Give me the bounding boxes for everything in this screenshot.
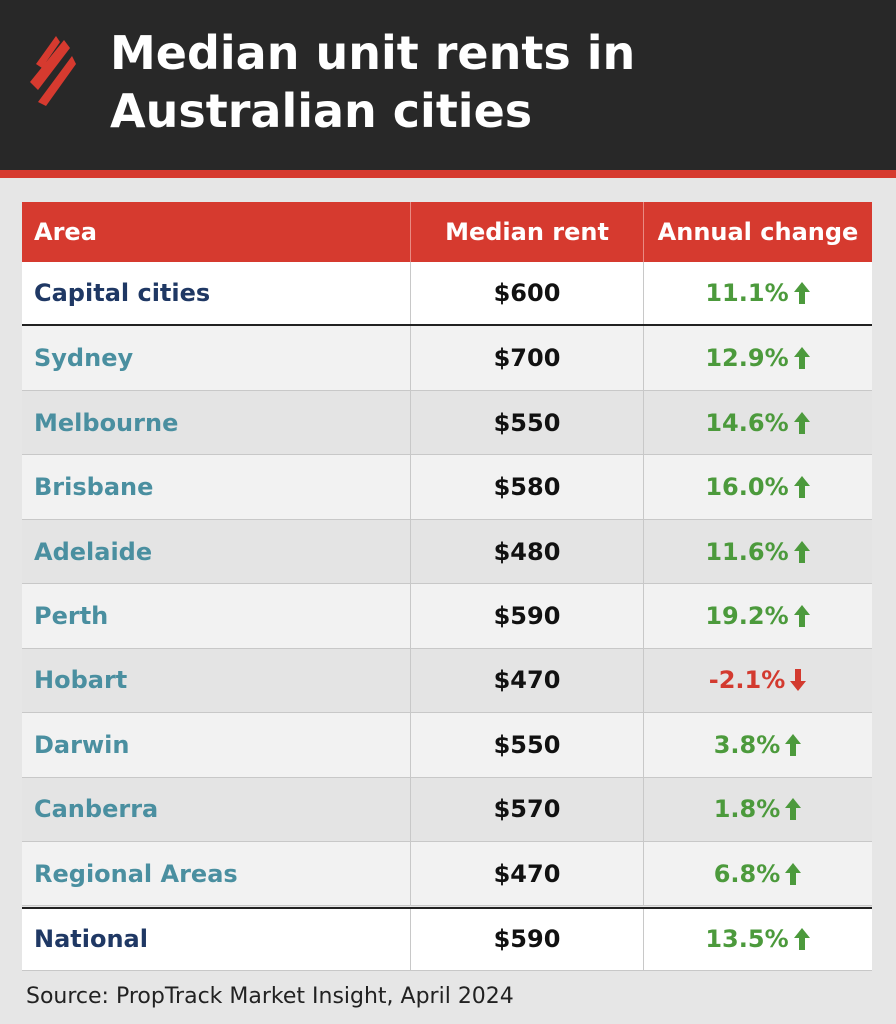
cell-text: 1.8%	[713, 795, 781, 824]
cell-text: $480	[493, 537, 561, 566]
cell-text: 6.8%	[713, 859, 781, 888]
table-row: Regional Areas $470 6.8%	[22, 842, 872, 907]
column-header: Median rent	[410, 202, 643, 262]
table-cell: 6.8%	[643, 842, 872, 906]
cell-text: 13.5%	[705, 925, 789, 954]
cell-text: 14.6%	[705, 408, 789, 437]
change-arrow	[793, 476, 810, 499]
cell-text: 12.9%	[705, 344, 789, 373]
table-cell: $470	[410, 842, 643, 906]
change-arrow	[793, 282, 810, 305]
column-header: Area	[22, 202, 410, 262]
cell-text: $590	[493, 925, 561, 954]
cell-text: Regional Areas	[34, 859, 238, 888]
table-cell: Darwin	[22, 713, 410, 776]
cell-text: Brisbane	[34, 473, 154, 502]
change-arrow	[793, 347, 810, 370]
table-cell: -2.1%	[643, 648, 872, 713]
table-cell: 3.8%	[643, 713, 872, 777]
table-row: Perth $590 19.2%	[22, 584, 872, 649]
table-row: Darwin $550 3.8%	[22, 713, 872, 778]
table-row: Brisbane $580 16.0%	[22, 455, 872, 520]
cell-text: $580	[493, 473, 561, 502]
title: Median unit rents in Australian cities	[110, 26, 636, 138]
change-arrow	[785, 733, 802, 756]
cell-text: Canberra	[34, 795, 159, 824]
header-row: Area Median rent Annual change	[22, 202, 872, 262]
cell-text: 19.2%	[705, 601, 789, 630]
cell-text: Darwin	[34, 730, 130, 759]
cell-text: 11.1%	[705, 279, 789, 308]
table-row: Melbourne $550 14.6%	[22, 390, 872, 456]
table-cell: Canberra	[22, 778, 410, 841]
table-cell: $550	[410, 713, 643, 777]
table-cell: 13.5%	[643, 908, 872, 970]
accent-stripe	[0, 170, 896, 178]
cell-text: $570	[493, 795, 561, 824]
cell-text: -2.1%	[708, 666, 786, 695]
table-cell: 12.9%	[643, 326, 872, 390]
logo	[30, 36, 76, 106]
change-arrow	[785, 862, 802, 885]
cell-text: Perth	[34, 601, 109, 630]
table-row: National $590 13.5%	[22, 906, 872, 971]
table-cell: $590	[410, 908, 643, 970]
table-cell: National	[22, 909, 410, 970]
table-cell: Hobart	[22, 649, 410, 712]
table-cell: $600	[410, 262, 643, 325]
column-header: Annual change	[643, 202, 872, 262]
table-row: Capital cities $600 11.1%	[22, 262, 872, 327]
table-cell: 11.1%	[643, 262, 872, 325]
table-cell: Melbourne	[22, 391, 410, 454]
cell-text: Melbourne	[34, 408, 179, 437]
cell-text: Hobart	[34, 666, 128, 695]
table-cell: $480	[410, 519, 643, 584]
cell-text: National	[34, 925, 148, 954]
cell-text: $550	[493, 408, 561, 437]
table-cell: Capital cities	[22, 262, 410, 324]
table-row: Adelaide $480 11.6%	[22, 519, 872, 585]
cell-text: $590	[493, 601, 561, 630]
change-arrow	[793, 604, 810, 627]
change-arrow	[790, 669, 807, 692]
source: Source: PropTrack Market Insight, April …	[26, 984, 514, 1009]
cell-text: Adelaide	[34, 537, 153, 566]
change-arrow	[785, 798, 802, 821]
cell-text: $700	[493, 344, 561, 373]
table-cell: 19.2%	[643, 584, 872, 648]
change-arrow	[793, 540, 810, 563]
change-arrow	[793, 928, 810, 951]
table-row: Sydney $700 12.9%	[22, 326, 872, 391]
table-cell: 1.8%	[643, 777, 872, 842]
table-cell: $700	[410, 326, 643, 390]
table-cell: 16.0%	[643, 455, 872, 519]
cell-text: 3.8%	[713, 730, 781, 759]
header-bar: Median unit rents in Australian cities	[0, 0, 896, 170]
cell-text: $550	[493, 730, 561, 759]
table-cell: $570	[410, 777, 643, 842]
table-cell: $580	[410, 455, 643, 519]
table-cell: Sydney	[22, 326, 410, 389]
table-cell: Regional Areas	[22, 842, 410, 905]
cell-text: $470	[493, 666, 561, 695]
table-cell: $470	[410, 648, 643, 713]
table-row: Hobart $470 -2.1%	[22, 648, 872, 714]
table-cell: 14.6%	[643, 390, 872, 455]
table-row: Canberra $570 1.8%	[22, 777, 872, 843]
change-arrow	[793, 411, 810, 434]
cell-text: 16.0%	[705, 473, 789, 502]
cell-text: $600	[493, 279, 561, 308]
table-cell: $550	[410, 390, 643, 455]
cell-text: $470	[493, 859, 561, 888]
cell-text: Sydney	[34, 344, 134, 373]
table-cell: 11.6%	[643, 519, 872, 584]
cell-text: Capital cities	[34, 279, 211, 308]
cell-text: 11.6%	[705, 537, 789, 566]
table-cell: Adelaide	[22, 520, 410, 583]
table-cell: Brisbane	[22, 455, 410, 518]
table-cell: Perth	[22, 584, 410, 647]
table-cell: $590	[410, 584, 643, 648]
